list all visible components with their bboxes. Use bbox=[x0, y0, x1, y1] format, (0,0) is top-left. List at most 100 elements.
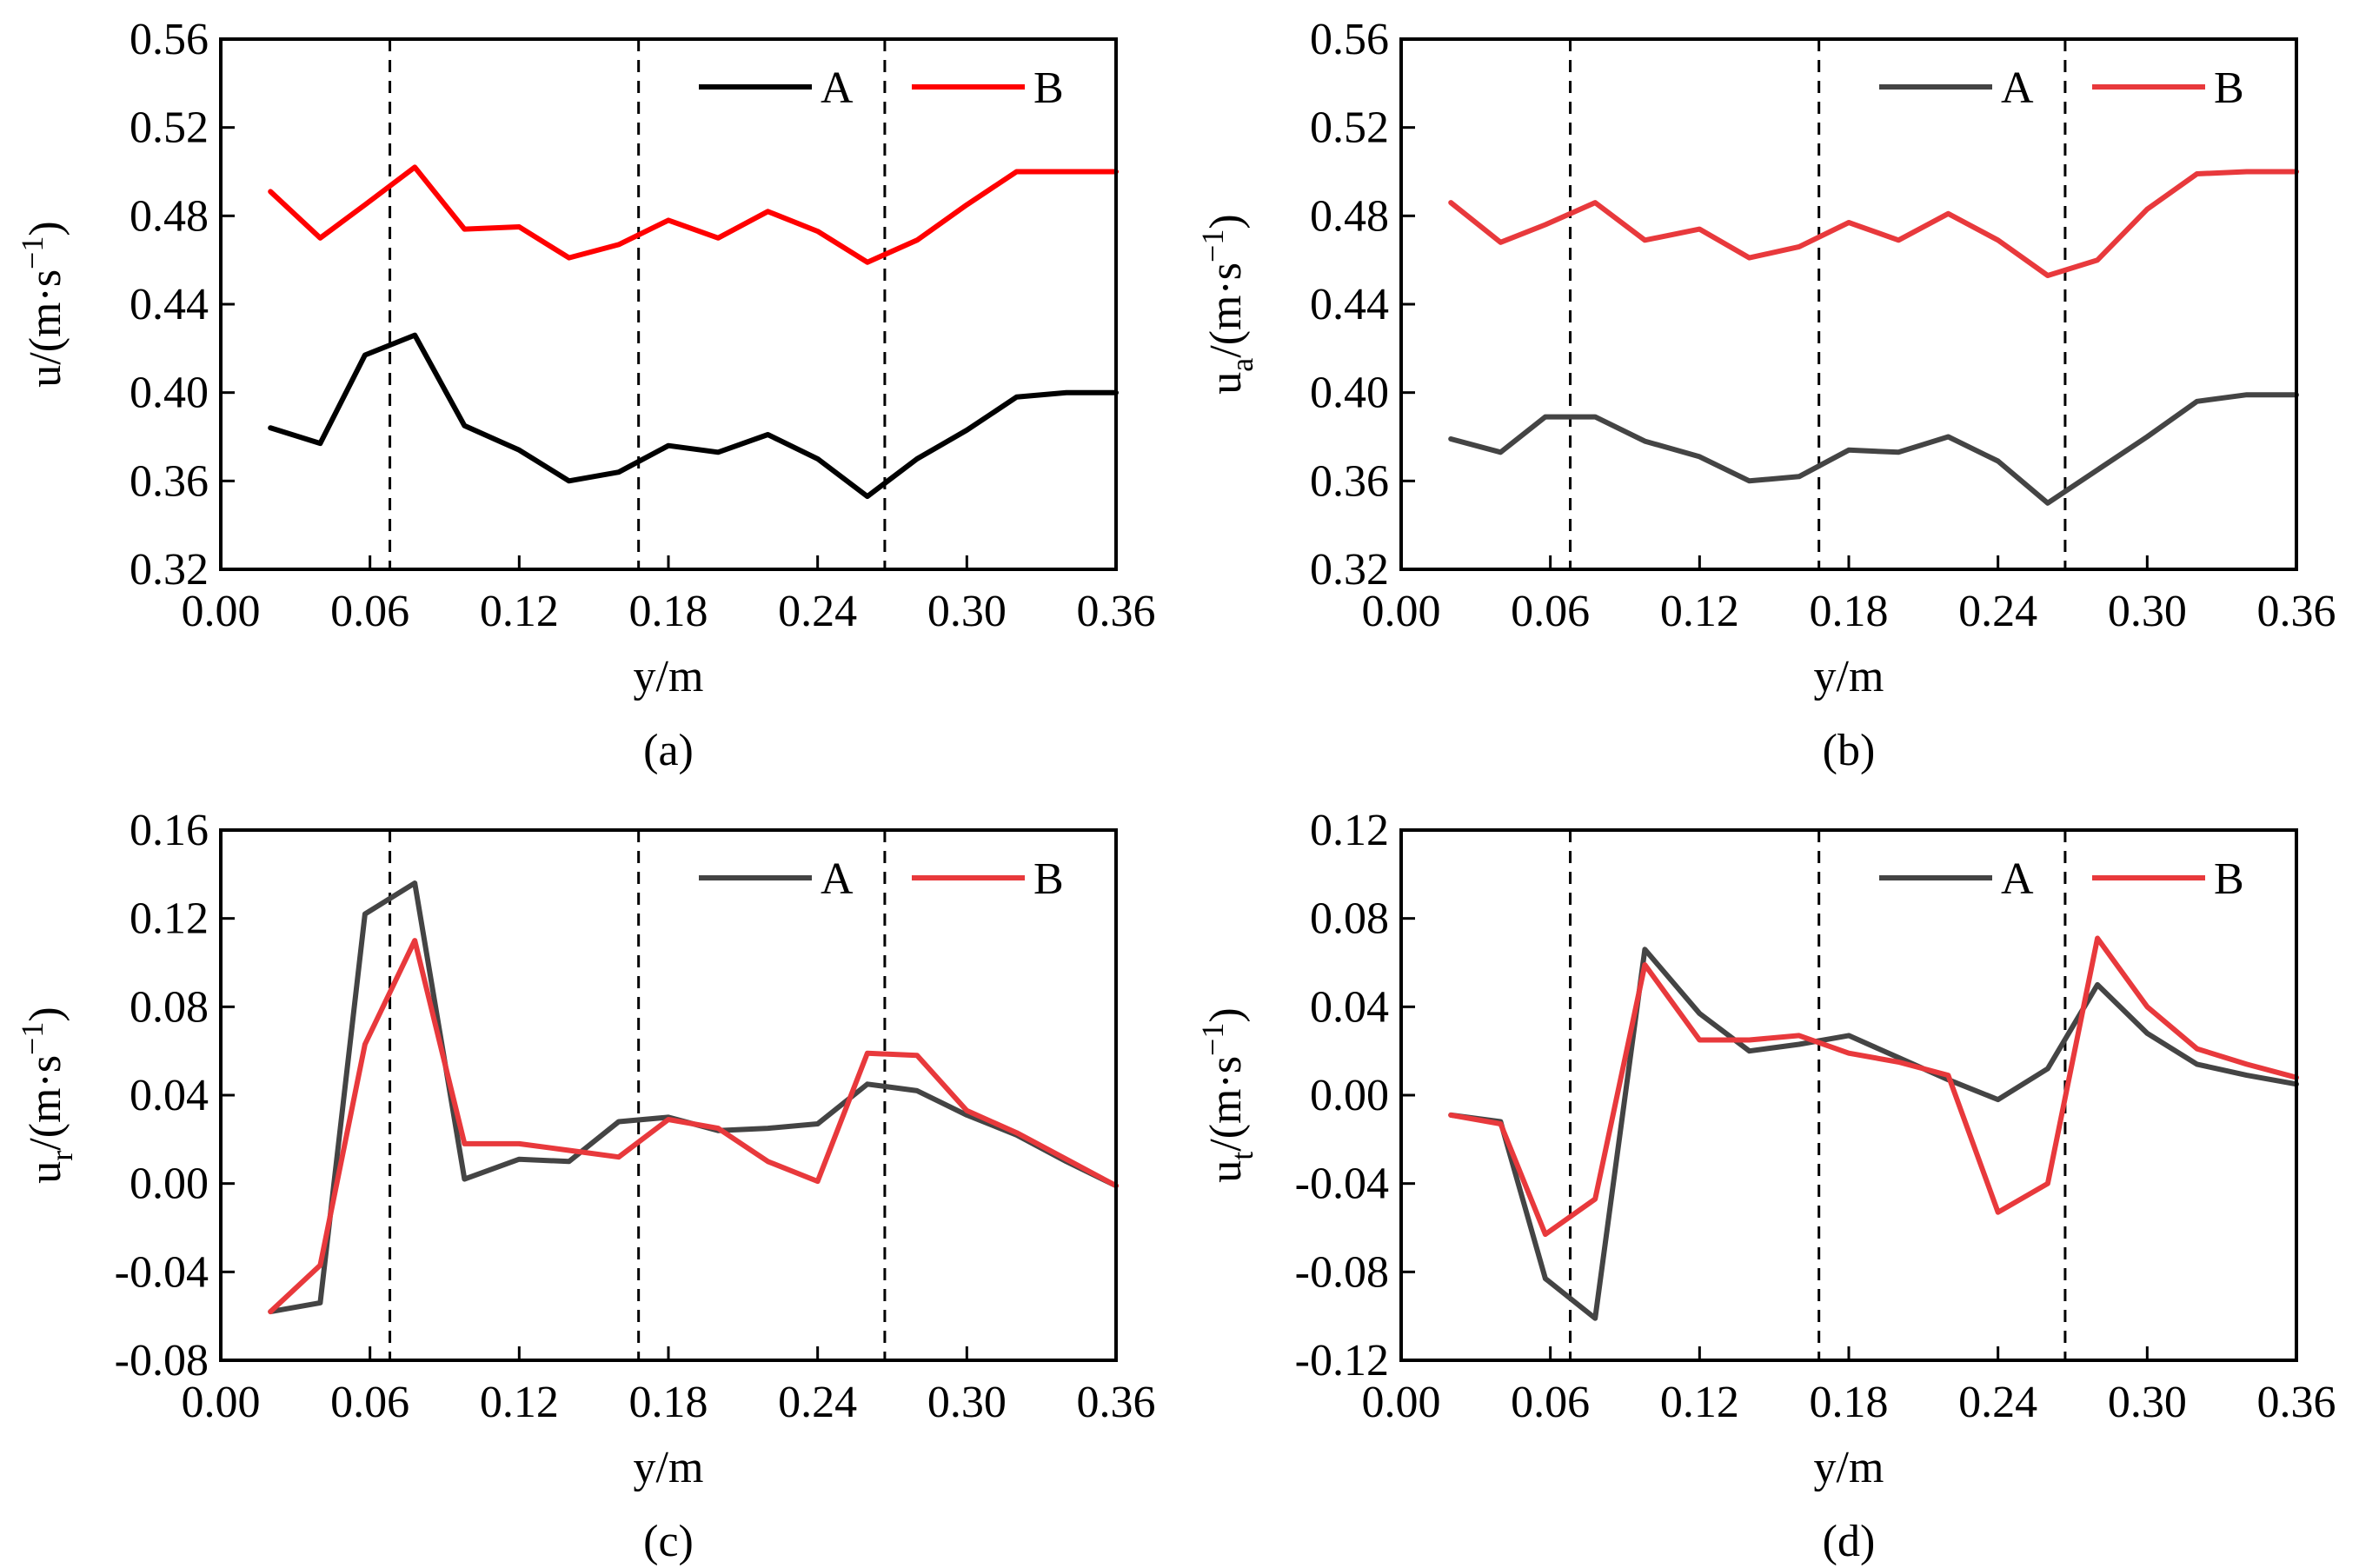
panel-label: (c) bbox=[643, 1517, 694, 1566]
y-axis-label-unit: /(m·s bbox=[1201, 1056, 1251, 1152]
y-axis-label-base: u bbox=[1201, 1160, 1251, 1183]
y-tick-label: -0.08 bbox=[115, 1336, 209, 1385]
y-tick-label: 0.56 bbox=[1310, 15, 1389, 64]
y-axis-label-unit: /(m·s bbox=[21, 269, 70, 365]
series-line-B bbox=[1448, 169, 2299, 278]
x-tick-label: 0.12 bbox=[1660, 1378, 1739, 1427]
y-axis-label-close: ) bbox=[1201, 214, 1251, 229]
legend-label-B: B bbox=[1033, 63, 1064, 113]
series-line-B bbox=[1448, 935, 2299, 1238]
y-tick-label: 0.44 bbox=[1310, 280, 1389, 329]
legend-label-B: B bbox=[2214, 63, 2244, 113]
y-axis-label-base: u bbox=[21, 365, 70, 388]
x-tick-label: 0.00 bbox=[182, 587, 261, 636]
panel-label: (d) bbox=[1823, 1517, 1876, 1566]
x-tick-label: 0.12 bbox=[1660, 587, 1739, 636]
y-axis-label-base: u bbox=[21, 1161, 70, 1184]
y-axis-label-superscript: −1 bbox=[1195, 229, 1230, 262]
x-tick-label: 0.30 bbox=[2108, 587, 2187, 636]
y-tick-label: 0.32 bbox=[130, 545, 209, 595]
x-tick-label: 0.06 bbox=[1511, 587, 1590, 636]
y-tick-label: 0.00 bbox=[130, 1159, 209, 1209]
y-tick-label: 0.36 bbox=[130, 456, 209, 506]
x-tick-label: 0.00 bbox=[1362, 1378, 1441, 1427]
y-axis-label-close: ) bbox=[21, 1007, 70, 1021]
y-tick-label: 0.12 bbox=[130, 894, 209, 944]
y-axis-label-subscript: r bbox=[44, 1151, 79, 1161]
y-tick-label: -0.12 bbox=[1295, 1336, 1389, 1385]
x-tick-label: 0.36 bbox=[2257, 587, 2336, 636]
x-tick-label: 0.12 bbox=[480, 1378, 559, 1427]
y-axis-label-unit: /(m·s bbox=[21, 1055, 70, 1151]
y-axis-label-superscript: −1 bbox=[1195, 1023, 1230, 1056]
plot-frame bbox=[219, 37, 1118, 571]
legend-label-B: B bbox=[2214, 854, 2244, 904]
x-axis-label: y/m bbox=[1814, 652, 1884, 701]
y-tick-label: 0.16 bbox=[130, 806, 209, 855]
y-tick-label: 0.52 bbox=[130, 103, 209, 153]
x-tick-label: 0.24 bbox=[778, 1378, 857, 1427]
series-line-B bbox=[268, 938, 1119, 1315]
y-axis-label-base: u bbox=[1201, 372, 1251, 395]
y-tick-label: 0.08 bbox=[1310, 894, 1389, 944]
y-tick-label: 0.32 bbox=[1310, 545, 1389, 595]
x-axis-label: y/m bbox=[634, 652, 704, 701]
legend-label-B: B bbox=[1033, 854, 1064, 904]
y-axis-label: ut/(m·s−1) bbox=[1195, 1007, 1259, 1182]
x-tick-label: 0.12 bbox=[480, 587, 559, 636]
y-tick-label: 0.36 bbox=[1310, 456, 1389, 506]
x-tick-label: 0.24 bbox=[1958, 587, 2037, 636]
legend-label-A: A bbox=[821, 63, 854, 113]
y-tick-label: -0.04 bbox=[115, 1247, 209, 1297]
y-tick-label: 0.12 bbox=[1310, 806, 1389, 855]
y-tick-label: 0.40 bbox=[130, 369, 209, 418]
y-axis-label-unit: /(m·s bbox=[1201, 262, 1251, 358]
plot-frame bbox=[1399, 37, 2298, 571]
series-line-A bbox=[1448, 947, 2299, 1321]
panel-label: (a) bbox=[643, 726, 694, 775]
x-tick-label: 0.06 bbox=[330, 1378, 409, 1427]
panel-d: 0.00 0.06 0.12 0.18 0.24 0.30 0.36 -0.12 -0.08 -0… bbox=[1195, 806, 2336, 1566]
y-tick-label: 0.00 bbox=[1310, 1071, 1389, 1120]
y-axis-label-superscript: −1 bbox=[15, 1022, 50, 1055]
y-axis-label-superscript: −1 bbox=[15, 236, 50, 269]
x-tick-label: 0.18 bbox=[1810, 1378, 1889, 1427]
series-line-A bbox=[268, 880, 1119, 1315]
x-tick-label: 0.06 bbox=[330, 587, 409, 636]
x-tick-label: 0.18 bbox=[629, 1378, 708, 1427]
x-tick-label: 0.30 bbox=[2108, 1378, 2187, 1427]
y-tick-label: 0.04 bbox=[1310, 982, 1389, 1032]
y-axis-label-close: ) bbox=[21, 221, 70, 236]
y-axis-label: ua/(m·s−1) bbox=[1195, 214, 1259, 394]
x-tick-label: 0.00 bbox=[1362, 587, 1441, 636]
x-tick-label: 0.18 bbox=[1810, 587, 1889, 636]
y-tick-label: 0.44 bbox=[130, 280, 209, 329]
y-tick-label: -0.08 bbox=[1295, 1247, 1389, 1297]
legend-label-A: A bbox=[2001, 854, 2034, 904]
y-axis-label-subscript: a bbox=[1225, 358, 1259, 372]
y-tick-label: 0.40 bbox=[1310, 369, 1389, 418]
panel-label: (b) bbox=[1823, 726, 1876, 775]
x-tick-label: 0.24 bbox=[1958, 1378, 2037, 1427]
panel-c: 0.00 0.06 0.12 0.18 0.24 0.30 0.36 -0.08 -0.04 0.… bbox=[15, 806, 1156, 1566]
panel-b: 0.00 0.06 0.12 0.18 0.24 0.30 0.36 0.32 0.36 0.40… bbox=[1195, 15, 2336, 775]
y-tick-label: -0.04 bbox=[1295, 1159, 1389, 1209]
y-tick-label: 0.04 bbox=[130, 1071, 209, 1120]
x-axis-label: y/m bbox=[1814, 1443, 1884, 1492]
series-line-B bbox=[268, 164, 1119, 265]
legend-label-A: A bbox=[821, 854, 854, 904]
x-tick-label: 0.36 bbox=[1077, 587, 1156, 636]
y-tick-label: 0.48 bbox=[1310, 191, 1389, 241]
x-axis-label: y/m bbox=[634, 1443, 704, 1492]
x-tick-label: 0.30 bbox=[927, 1378, 1007, 1427]
x-tick-label: 0.30 bbox=[927, 587, 1007, 636]
y-axis-label-subscript: t bbox=[1225, 1152, 1259, 1160]
plot-frame bbox=[1399, 828, 2298, 1362]
y-tick-label: 0.08 bbox=[130, 982, 209, 1032]
x-tick-label: 0.06 bbox=[1511, 1378, 1590, 1427]
